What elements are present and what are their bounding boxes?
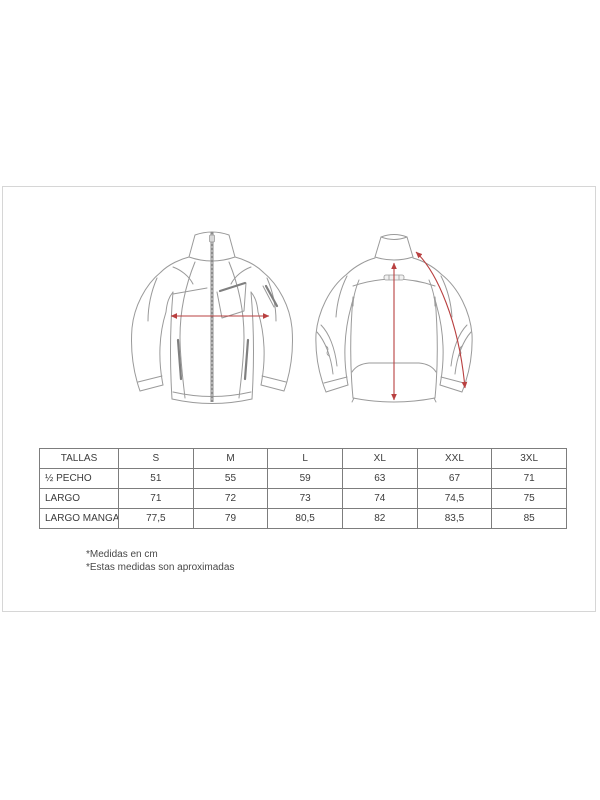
front-pocket-zips bbox=[176, 281, 279, 381]
cell-value: 59 bbox=[267, 468, 343, 489]
row-label: ½ PECHO bbox=[39, 468, 119, 489]
cell-value: 75 bbox=[491, 488, 567, 509]
size-table-header-row: TALLAS S M L XL XXL 3XL bbox=[39, 448, 567, 469]
cell-value: 85 bbox=[491, 508, 567, 529]
header-size-xxl: XXL bbox=[416, 448, 493, 469]
cell-value: 55 bbox=[192, 468, 269, 489]
cell-value: 74 bbox=[341, 488, 418, 509]
header-size-l: L bbox=[267, 448, 343, 469]
jacket-back-drawing bbox=[315, 234, 473, 403]
cell-value: 82 bbox=[341, 508, 418, 529]
front-outline bbox=[131, 231, 293, 404]
cell-value: 79 bbox=[192, 508, 269, 529]
measurement-notes: *Medidas en cm *Estas medidas son aproxi… bbox=[86, 549, 234, 574]
table-row-largo: LARGO 71 72 73 74 74,5 75 bbox=[39, 488, 567, 509]
row-label: LARGO bbox=[39, 488, 119, 509]
cell-value: 72 bbox=[192, 488, 269, 509]
cell-value: 80,5 bbox=[267, 508, 343, 529]
cell-value: 77,5 bbox=[118, 508, 194, 529]
cell-value: 73 bbox=[267, 488, 343, 509]
note-line: *Estas medidas son aproximadas bbox=[86, 561, 235, 573]
header-size-m: M bbox=[192, 448, 269, 469]
note-line: *Medidas en cm bbox=[86, 549, 158, 560]
cell-value: 67 bbox=[416, 468, 493, 489]
size-table: TALLAS S M L XL XXL 3XL ½ PECHO 51 55 59… bbox=[39, 448, 567, 529]
cell-value: 83,5 bbox=[416, 508, 493, 529]
cell-value: 71 bbox=[491, 468, 567, 489]
table-row-largo-manga: LARGO MANGA 77,5 79 80,5 82 83,5 85 bbox=[39, 508, 567, 529]
cell-value: 71 bbox=[118, 488, 194, 509]
cell-value: 63 bbox=[341, 468, 418, 489]
front-zipper bbox=[209, 232, 215, 402]
jacket-front-drawing bbox=[131, 231, 293, 404]
cell-value: 74,5 bbox=[416, 488, 493, 509]
header-size-s: S bbox=[118, 448, 194, 469]
row-label: LARGO MANGA bbox=[39, 508, 119, 529]
sleeve-length-arrow bbox=[415, 251, 468, 389]
header-size-xl: XL bbox=[341, 448, 418, 469]
header-size-3xl: 3XL bbox=[491, 448, 567, 469]
table-row-pecho: ½ PECHO 51 55 59 63 67 71 bbox=[39, 468, 567, 489]
header-tallas: TALLAS bbox=[39, 448, 119, 469]
cell-value: 51 bbox=[118, 468, 194, 489]
size-guide-frame: TALLAS S M L XL XXL 3XL ½ PECHO 51 55 59… bbox=[2, 186, 596, 612]
